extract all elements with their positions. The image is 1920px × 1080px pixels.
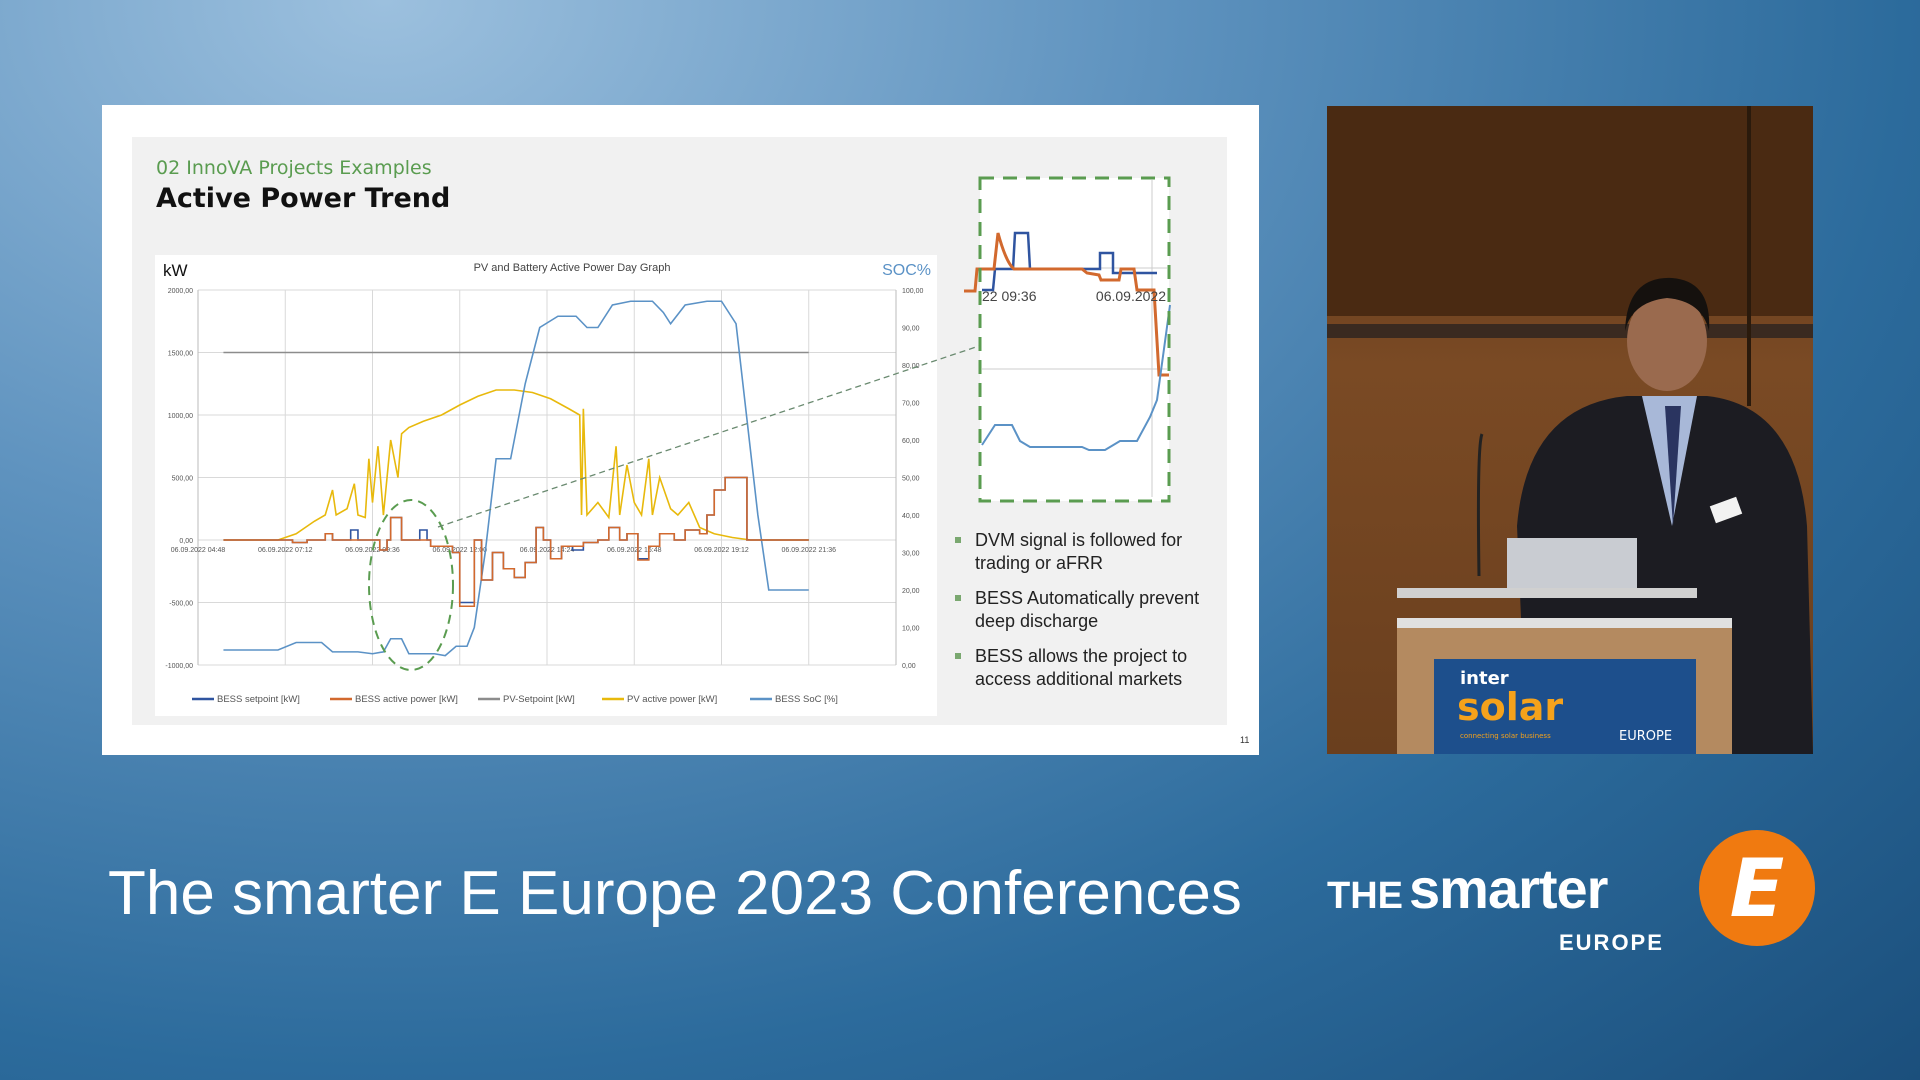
callout-connector <box>437 344 983 528</box>
y-tick-label: 1000,00 <box>168 413 193 420</box>
y-tick-label: 0,00 <box>179 538 193 545</box>
x-tick-label: 06.09.2022 14:24 <box>520 547 575 554</box>
x-tick-label: 06.09.2022 16:48 <box>607 547 662 554</box>
y2-axis-label: SOC% <box>882 262 931 279</box>
inset-bess-active-line <box>964 232 1169 377</box>
speaker-video: inter solar connecting solar business EU… <box>1327 106 1813 754</box>
conference-title: The smarter E Europe 2023 Conferences <box>108 859 1242 928</box>
y-tick-label: -1000,00 <box>165 663 193 670</box>
chart-title: PV and Battery Active Power Day Graph <box>474 262 671 274</box>
page-number: 11 <box>1240 735 1250 745</box>
logo-e: E <box>1730 842 1785 935</box>
logo-the: THE <box>1327 875 1403 917</box>
inset-border <box>978 176 1171 503</box>
y2-tick-label: 20,00 <box>902 588 920 595</box>
y2-tick-label: 0,00 <box>902 663 916 670</box>
legend-entry: PV active power [kW] <box>627 694 717 705</box>
bullet-list: DVM signal is followed for trading or aF… <box>953 529 1223 703</box>
y2-tick-label: 80,00 <box>902 363 920 370</box>
active-power-chart: 2000,00 1500,00 1000,00 500,00 0,00 -500,00 -1… <box>155 176 1171 716</box>
microphone <box>1476 433 1484 577</box>
podium-tagline: connecting solar business <box>1460 732 1551 740</box>
logo-e-circle <box>1699 830 1815 946</box>
y2-tick-label: 30,00 <box>902 551 920 558</box>
x-tick-label: 06.09.2022 12:00 <box>433 547 488 554</box>
x-tick-label: 06.09.2022 04:48 <box>171 547 226 554</box>
x-tick-label: 06.09.2022 19:12 <box>694 547 749 554</box>
speaker-scene: inter solar connecting solar business EU… <box>1327 106 1813 754</box>
y-tick-label: 500,00 <box>172 476 194 483</box>
y2-tick-label: 50,00 <box>902 476 920 483</box>
laptop <box>1507 538 1637 593</box>
podium-logo-main: solar <box>1457 685 1563 729</box>
x-tick-label: 06.09.2022 07:12 <box>258 547 313 554</box>
podium-region: EUROPE <box>1619 729 1672 744</box>
logo-europe: EUROPE <box>1559 930 1664 955</box>
bullet-icon <box>955 653 961 659</box>
legend-entry: PV-Setpoint [kW] <box>503 694 575 705</box>
y-axis-label: kW <box>163 261 188 280</box>
y-tick-label: -500,00 <box>169 601 193 608</box>
inset-label-right: 06.09.2022 <box>1096 288 1166 304</box>
inset-label-left: 22 09:36 <box>982 288 1037 304</box>
series-line-bess-active-power-kw <box>223 476 809 608</box>
podium-logo-top: inter <box>1460 668 1509 689</box>
inset-zoom: 22 09:36 06.09.2022 <box>964 176 1171 503</box>
inset-soc-line <box>981 304 1171 451</box>
presentation-slide: 02 InnoVA Projects Examples Active Power… <box>102 105 1259 755</box>
legend-entry: BESS setpoint [kW] <box>217 694 300 705</box>
y2-tick-label: 100,00 <box>902 288 924 295</box>
bullet-icon <box>955 537 961 543</box>
y2-tick-label: 90,00 <box>902 326 920 333</box>
legend-entry: BESS active power [kW] <box>355 694 458 705</box>
bullet-item: BESS allows the project to access additi… <box>953 645 1223 691</box>
y-tick-label: 1500,00 <box>168 351 193 358</box>
x-tick-label: 06.09.2022 09:36 <box>345 547 400 554</box>
slide-subtitle: 02 InnoVA Projects Examples <box>156 157 432 179</box>
y-tick-label: 2000,00 <box>168 288 193 295</box>
bullet-item: BESS Automatically prevent deep discharg… <box>953 587 1223 633</box>
y2-tick-label: 10,00 <box>902 626 920 633</box>
x-tick-label: 06.09.2022 21:36 <box>782 547 837 554</box>
inset-bess-setpoint-line <box>982 231 1157 292</box>
y2-tick-label: 70,00 <box>902 401 920 408</box>
the-smarter-e-logo: E THE smarter EUROPE <box>1327 830 1815 955</box>
y2-tick-label: 40,00 <box>902 513 920 520</box>
highlight-ellipse <box>368 499 454 671</box>
podium: inter solar connecting solar business EU… <box>1397 618 1732 754</box>
legend-entry: BESS SoC [%] <box>775 694 838 705</box>
series-line-bess-soc <box>223 300 809 657</box>
bullet-item: DVM signal is followed for trading or aF… <box>953 529 1223 575</box>
logo-smarter: smarter <box>1409 857 1608 920</box>
bullet-icon <box>955 595 961 601</box>
slide-title: Active Power Trend <box>156 183 451 214</box>
y2-tick-label: 60,00 <box>902 438 920 445</box>
